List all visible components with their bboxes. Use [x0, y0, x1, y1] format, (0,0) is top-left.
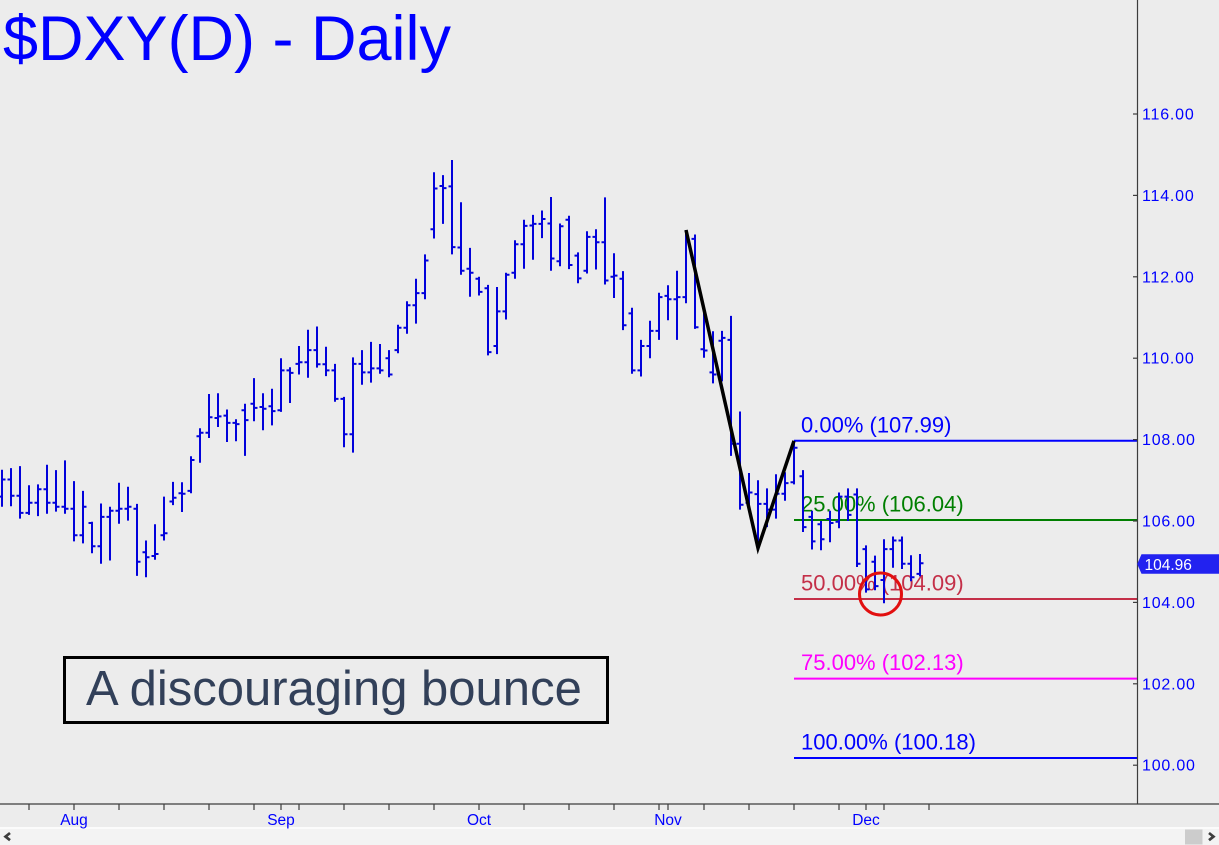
svg-text:102.00: 102.00 — [1142, 676, 1196, 693]
svg-text:106.00: 106.00 — [1142, 514, 1196, 531]
svg-text:75.00% (102.13): 75.00% (102.13) — [801, 650, 964, 675]
svg-text:$DXY(D) - Daily: $DXY(D) - Daily — [3, 4, 452, 74]
svg-text:104.00: 104.00 — [1142, 595, 1196, 612]
svg-text:110.00: 110.00 — [1142, 351, 1195, 368]
svg-text:116.00: 116.00 — [1142, 107, 1195, 124]
svg-text:50.00% (104.09): 50.00% (104.09) — [801, 571, 964, 596]
svg-text:Dec: Dec — [852, 812, 880, 829]
svg-text:0.00% (107.99): 0.00% (107.99) — [801, 412, 951, 437]
svg-text:114.00: 114.00 — [1142, 188, 1195, 205]
svg-text:112.00: 112.00 — [1142, 269, 1195, 286]
svg-text:Oct: Oct — [467, 812, 492, 829]
svg-text:Sep: Sep — [267, 812, 295, 829]
svg-text:100.00% (100.18): 100.00% (100.18) — [801, 730, 976, 755]
svg-text:104.96: 104.96 — [1145, 557, 1192, 574]
svg-text:100.00: 100.00 — [1142, 758, 1196, 775]
svg-text:Aug: Aug — [60, 812, 88, 829]
svg-text:Nov: Nov — [654, 812, 682, 829]
svg-text:25.00% (106.04): 25.00% (106.04) — [801, 492, 964, 517]
svg-text:A discouraging bounce: A discouraging bounce — [86, 662, 582, 716]
svg-text:108.00: 108.00 — [1142, 432, 1196, 449]
